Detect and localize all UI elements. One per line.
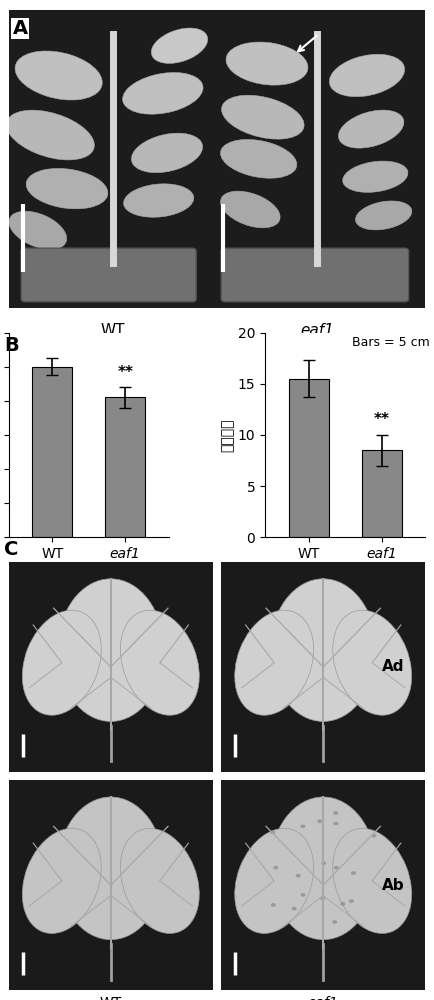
Text: eaf1: eaf1 — [300, 323, 334, 338]
Ellipse shape — [349, 899, 354, 903]
Ellipse shape — [334, 866, 339, 870]
Ellipse shape — [339, 110, 404, 148]
Ellipse shape — [273, 866, 278, 870]
Ellipse shape — [132, 133, 203, 173]
Ellipse shape — [235, 610, 314, 715]
Ellipse shape — [332, 920, 337, 924]
Bar — [105, 397, 145, 537]
Text: **: ** — [374, 412, 390, 427]
Ellipse shape — [58, 797, 164, 940]
Text: Ad: Ad — [382, 659, 404, 674]
Ellipse shape — [270, 579, 376, 721]
Y-axis label: 开花节数: 开花节数 — [221, 418, 235, 452]
FancyBboxPatch shape — [221, 248, 409, 302]
Ellipse shape — [270, 797, 376, 940]
Ellipse shape — [122, 73, 203, 114]
Ellipse shape — [220, 191, 280, 228]
Ellipse shape — [292, 907, 297, 910]
Ellipse shape — [22, 828, 101, 933]
Ellipse shape — [355, 201, 412, 230]
Ellipse shape — [343, 161, 408, 192]
Bar — [33, 367, 72, 537]
Ellipse shape — [270, 830, 275, 834]
Ellipse shape — [351, 871, 356, 875]
Ellipse shape — [300, 893, 306, 897]
Bar — [289, 379, 329, 537]
Ellipse shape — [271, 903, 276, 907]
Text: A: A — [13, 19, 28, 38]
Ellipse shape — [333, 822, 339, 825]
Ellipse shape — [329, 54, 404, 97]
Ellipse shape — [340, 902, 345, 906]
Text: C: C — [4, 540, 19, 559]
Ellipse shape — [120, 828, 199, 933]
Ellipse shape — [9, 211, 67, 249]
Ellipse shape — [371, 834, 376, 837]
Ellipse shape — [333, 828, 412, 933]
Ellipse shape — [320, 897, 326, 900]
Ellipse shape — [235, 828, 314, 933]
Ellipse shape — [226, 42, 308, 85]
Text: B: B — [4, 336, 19, 355]
Text: **: ** — [117, 365, 133, 380]
Ellipse shape — [7, 110, 94, 160]
Ellipse shape — [222, 95, 304, 139]
Ellipse shape — [220, 139, 297, 178]
Ellipse shape — [26, 168, 108, 209]
Text: WT: WT — [101, 323, 125, 338]
Text: eaf1: eaf1 — [308, 996, 339, 1000]
Text: WT: WT — [100, 996, 122, 1000]
Ellipse shape — [58, 579, 164, 721]
Ellipse shape — [120, 610, 199, 715]
Ellipse shape — [300, 824, 306, 828]
Bar — [362, 450, 401, 537]
FancyBboxPatch shape — [21, 248, 196, 302]
Ellipse shape — [333, 610, 412, 715]
Ellipse shape — [15, 51, 102, 100]
Ellipse shape — [321, 861, 326, 865]
Ellipse shape — [124, 184, 194, 217]
Text: Bars = 5 cm: Bars = 5 cm — [352, 336, 430, 349]
Ellipse shape — [333, 811, 338, 815]
Text: Ab: Ab — [382, 878, 404, 893]
Ellipse shape — [317, 819, 322, 823]
Ellipse shape — [151, 28, 208, 63]
Ellipse shape — [296, 874, 301, 878]
Ellipse shape — [22, 610, 101, 715]
